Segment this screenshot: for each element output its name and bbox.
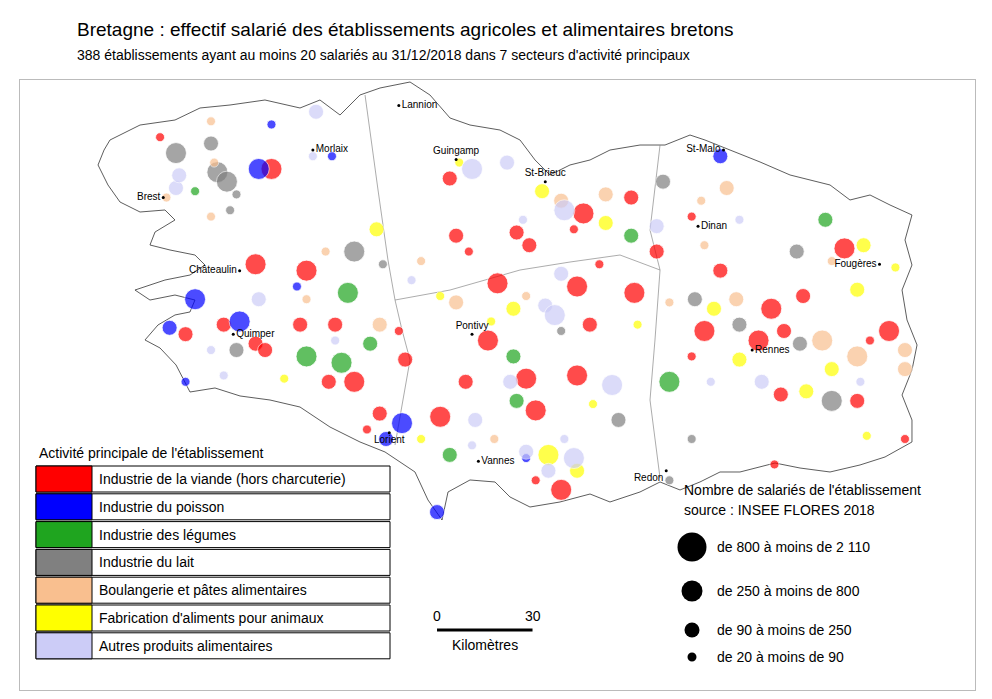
- svg-text:Industrie des légumes: Industrie des légumes: [99, 527, 236, 543]
- svg-text:St-Malo: St-Malo: [686, 143, 721, 154]
- svg-text:Industrie de la viande (hors c: Industrie de la viande (hors charcuterie…: [99, 471, 346, 487]
- svg-text:0: 0: [433, 608, 441, 624]
- svg-text:Activité principale de l'établ: Activité principale de l'établissement: [39, 445, 264, 461]
- svg-text:de 90 à moins de 250: de 90 à moins de 250: [717, 622, 852, 638]
- svg-text:Lorient: Lorient: [374, 434, 405, 445]
- svg-text:St-Brieuc: St-Brieuc: [525, 167, 566, 178]
- svg-text:Redon: Redon: [634, 472, 663, 483]
- svg-text:Industrie du poisson: Industrie du poisson: [99, 499, 224, 515]
- svg-text:Nombre de salariés de l'établi: Nombre de salariés de l'établissement: [684, 482, 921, 498]
- svg-text:de 250 à moins de 800: de 250 à moins de 800: [717, 583, 860, 599]
- svg-text:Autres produits alimentaires: Autres produits alimentaires: [99, 638, 273, 654]
- svg-text:Brest: Brest: [137, 191, 161, 202]
- svg-text:de 20 à moins de 90: de 20 à moins de 90: [717, 649, 844, 665]
- svg-text:Châteaulin: Châteaulin: [189, 264, 237, 275]
- svg-text:388 établissements ayant au mo: 388 établissements ayant au moins 20 sal…: [77, 47, 690, 63]
- svg-text:Lannion: Lannion: [402, 99, 438, 110]
- svg-text:Quimper: Quimper: [236, 328, 275, 339]
- svg-text:Bretagne : effectif salarié de: Bretagne : effectif salarié des établiss…: [77, 19, 734, 40]
- svg-text:Industrie du lait: Industrie du lait: [99, 554, 194, 570]
- svg-text:Fabrication d'aliments pour an: Fabrication d'aliments pour animaux: [99, 610, 323, 626]
- svg-text:Fougères: Fougères: [834, 258, 876, 269]
- svg-text:Morlaix: Morlaix: [316, 143, 348, 154]
- svg-text:Boulangerie et pâtes alimentai: Boulangerie et pâtes alimentaires: [99, 582, 307, 598]
- svg-text:Rennes: Rennes: [755, 344, 789, 355]
- svg-text:Vannes: Vannes: [481, 455, 514, 466]
- svg-text:de 800 à moins de 2 110: de 800 à moins de 2 110: [717, 539, 870, 555]
- svg-text:30: 30: [525, 608, 541, 624]
- svg-text:Dinan: Dinan: [701, 220, 727, 231]
- svg-text:source : INSEE FLORES 2018: source : INSEE FLORES 2018: [684, 502, 875, 518]
- svg-text:Guingamp: Guingamp: [433, 145, 480, 156]
- svg-text:Pontivy: Pontivy: [456, 320, 489, 331]
- svg-text:Kilomètres: Kilomètres: [452, 637, 518, 653]
